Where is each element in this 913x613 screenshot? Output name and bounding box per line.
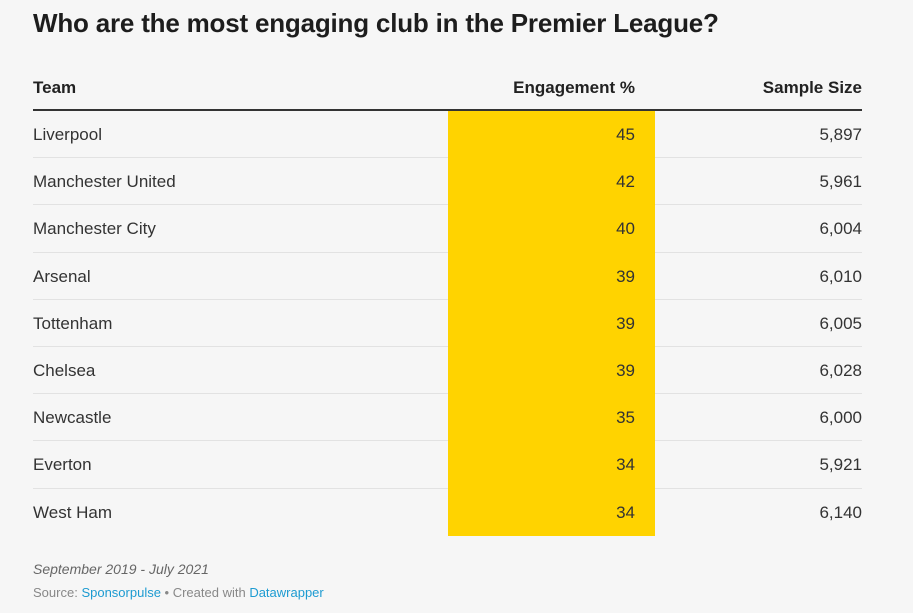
sample-size-cell: 5,921 [819,455,862,475]
table-row: Everton 34 5,921 [33,441,862,489]
team-cell: Manchester United [33,172,176,192]
engagement-value: 40 [616,219,635,239]
table-row: Manchester United 42 5,961 [33,158,862,206]
table-row: Liverpool 45 5,897 [33,111,862,159]
sample-size-cell: 6,004 [819,219,862,239]
engagement-value: 39 [616,313,635,333]
sample-size-cell: 6,010 [819,266,862,286]
engagement-value: 35 [616,408,635,428]
team-cell: Tottenham [33,313,113,333]
table-row: Chelsea 39 6,028 [33,346,862,395]
sample-size-cell: 6,000 [819,408,862,428]
engagement-cell: 42 [448,158,655,206]
header-team[interactable]: Team [33,78,77,97]
engagement-cell: 45 [448,111,655,159]
team-cell: Newcastle [33,408,112,428]
header-engagement[interactable]: Engagement % [513,78,635,97]
sample-size-cell: 5,897 [819,125,862,144]
chart-title: Who are the most engaging club in the Pr… [33,8,719,38]
engagement-value: 34 [616,455,635,475]
team-cell: Manchester City [33,219,156,239]
sample-size-cell: 6,028 [819,360,862,380]
engagement-cell: 34 [448,488,655,536]
data-table: Team Engagement % Sample Size Liverpool … [33,70,862,536]
sample-size-cell: 5,961 [819,172,862,192]
engagement-value: 42 [616,172,635,192]
notes: September 2019 - July 2021 [33,561,209,577]
engagement-value: 45 [616,125,635,144]
team-cell: Arsenal [33,266,91,286]
engagement-cell: 39 [448,299,655,347]
table-row: Manchester City 40 6,004 [33,205,862,253]
sample-size-cell: 6,140 [819,502,862,522]
header-sample-size[interactable]: Sample Size [762,78,862,97]
engagement-cell: 35 [448,394,655,442]
engagement-cell: 40 [448,205,655,253]
source-link[interactable]: Sponsorpulse [81,585,161,600]
table-row: West Ham 34 6,140 [33,488,862,536]
sample-size-cell: 6,005 [819,313,862,333]
table-header: Team Engagement % Sample Size [33,70,862,111]
team-cell: Chelsea [33,360,96,380]
table-row: Arsenal 39 6,010 [33,252,862,300]
engagement-cell: 34 [448,441,655,489]
engagement-value: 34 [616,502,635,522]
source-label: Source: [33,585,78,600]
engagement-cell: 39 [448,252,655,300]
team-cell: West Ham [33,502,113,522]
engagement-cell: 39 [448,346,655,395]
source-line: Source: Sponsorpulse • Created with Data… [33,585,324,600]
team-cell: Liverpool [33,125,102,144]
table-row: Tottenham 39 6,005 [33,299,862,348]
engagement-value: 39 [616,360,635,380]
datawrapper-link[interactable]: Datawrapper [249,585,324,600]
table-row: Newcastle 35 6,000 [33,394,862,442]
team-cell: Everton [33,455,92,475]
created-with-text: • Created with [160,585,250,600]
engagement-value: 39 [616,266,635,286]
